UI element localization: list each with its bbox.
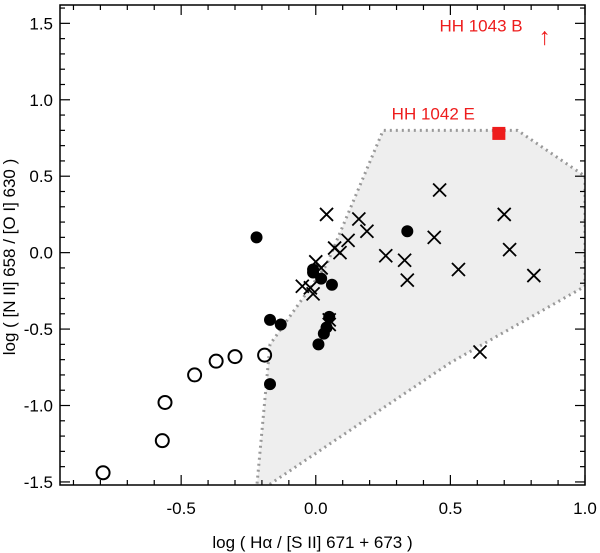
y-tick-label: 1.5 xyxy=(29,14,53,33)
filled-circle-point xyxy=(401,225,414,238)
cross-point xyxy=(332,245,348,260)
highlight-square-hh-1042-e xyxy=(492,126,506,140)
cross-point xyxy=(359,224,375,239)
open-circle-point xyxy=(157,394,173,410)
open-circle-point xyxy=(187,367,203,383)
filled-circle-point xyxy=(307,266,320,279)
open-circle-point xyxy=(208,353,224,369)
cross-point xyxy=(472,344,488,360)
cross-point xyxy=(340,233,356,248)
cross-point xyxy=(427,230,442,245)
cross-point xyxy=(378,248,393,263)
cross-point xyxy=(322,312,337,328)
open-circle-point xyxy=(95,465,111,481)
open-circle-point xyxy=(154,433,170,449)
cross-point xyxy=(351,211,366,227)
cross-point xyxy=(526,268,541,283)
cross-point xyxy=(400,273,415,288)
x-tick-label: -0.5 xyxy=(167,499,196,518)
x-tick-label: 0.5 xyxy=(439,499,463,518)
annotation-label-hh-1043-b: HH 1043 B xyxy=(439,17,522,36)
filled-circle-point xyxy=(323,310,336,323)
y-tick-label: -1.0 xyxy=(24,397,53,416)
cross-point xyxy=(305,286,321,302)
cross-point xyxy=(502,242,517,257)
up-arrow-icon: ↑ xyxy=(539,24,551,51)
cross-point xyxy=(319,207,334,222)
y-tick-label: 1.0 xyxy=(29,91,53,110)
filled-circle-point xyxy=(274,318,287,331)
filled-circle-point xyxy=(250,231,263,244)
cross-point xyxy=(322,317,337,332)
x-tick-label: 0.0 xyxy=(304,499,328,518)
filled-circle-point xyxy=(264,378,276,391)
y-tick-label: -0.5 xyxy=(24,320,53,339)
cross-point xyxy=(497,207,512,222)
y-tick-label: 0.5 xyxy=(29,167,53,186)
filled-circle-point xyxy=(264,313,276,326)
cross-point xyxy=(397,253,412,268)
filled-circle-point xyxy=(325,278,338,291)
open-circle-point xyxy=(227,349,243,365)
y-tick-label: 0.0 xyxy=(29,244,53,263)
cross-point xyxy=(451,262,466,277)
y-axis-title: log ( [N II] 658 / [O I] 630 ) xyxy=(0,159,19,356)
cross-point xyxy=(314,260,329,276)
shaded-region xyxy=(255,128,585,485)
filled-circle-point xyxy=(312,338,325,351)
highlight-label-hh-1042-e: HH 1042 E xyxy=(392,104,475,123)
y-tick-label: -1.5 xyxy=(24,473,53,492)
plot-frame xyxy=(59,4,586,486)
open-circle-point xyxy=(257,347,273,363)
cross-point xyxy=(432,182,447,198)
x-tick-label: 1.0 xyxy=(573,499,597,518)
x-axis-title: log ( Hα / [S II] 671 + 673 ) xyxy=(212,533,412,552)
